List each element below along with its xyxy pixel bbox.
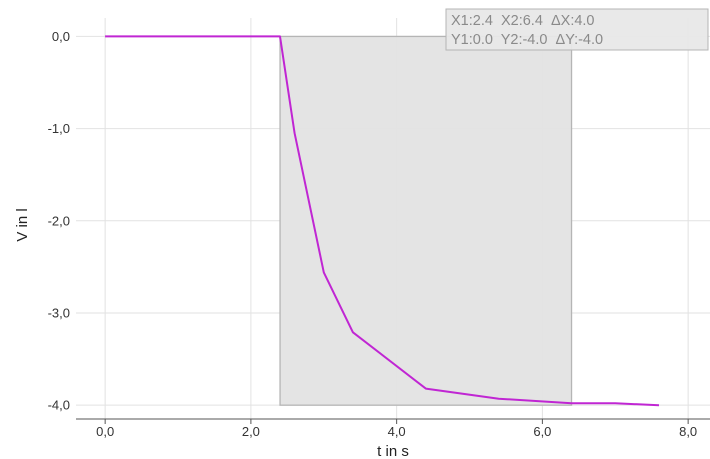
readout-background — [445, 8, 709, 51]
y-axis-title: V in l — [14, 208, 31, 241]
selection-layer[interactable] — [279, 35, 573, 406]
series-layer — [105, 35, 660, 407]
y-tick-label-2: -2,0 — [48, 213, 70, 228]
y-tick-label-4: -4,0 — [48, 398, 70, 413]
selection-rectangle[interactable] — [279, 35, 573, 406]
y-tick-label-3: -3,0 — [48, 305, 70, 320]
series-line-0 — [105, 35, 660, 407]
measurement-readout: X1:2.4 X2:6.4 ΔX:4.0 Y1:0.0 Y2:-4.0 ΔY:-… — [445, 8, 709, 51]
x-tick-label-2: 4,0 — [388, 424, 406, 439]
x-axis-title: t in s — [377, 443, 409, 459]
x-tick-label-1: 2,0 — [242, 424, 260, 439]
x-tick-label-3: 6,0 — [533, 424, 551, 439]
readout-line-1: X1:2.4 X2:6.4 ΔX:4.0 — [451, 13, 595, 29]
y-tick-label-0: 0,0 — [52, 29, 70, 44]
x-tick-label-0: 0,0 — [96, 424, 114, 439]
readout-line-2: Y1:0.0 Y2:-4.0 ΔY:-4.0 — [451, 32, 603, 48]
y-tick-label-1: -1,0 — [48, 121, 70, 136]
tick-labels: 0,0 2,0 4,0 6,0 8,0 0,0 -1,0 -2,0 -3,0 -4,0 — [48, 29, 698, 439]
x-tick-label-4: 8,0 — [679, 424, 697, 439]
